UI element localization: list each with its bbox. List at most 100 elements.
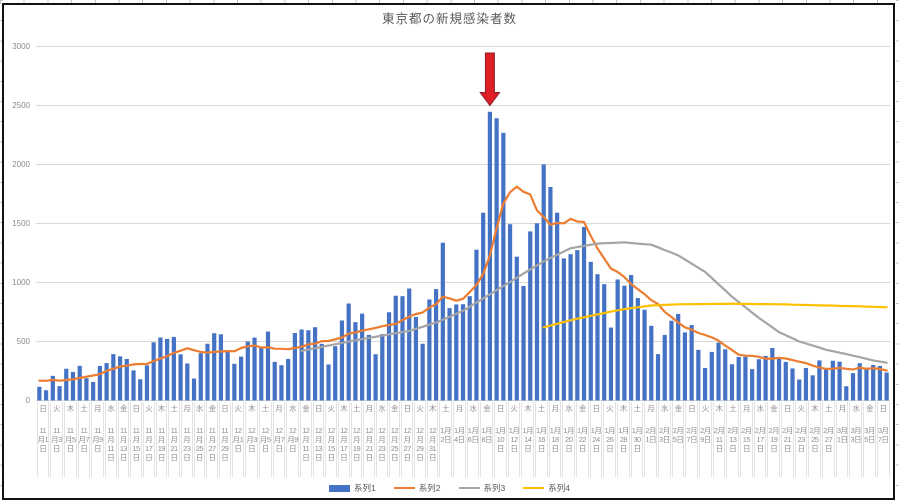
bar-series1[interactable] — [501, 132, 506, 401]
bar-series1[interactable] — [602, 284, 607, 401]
bar-series1[interactable] — [555, 212, 560, 401]
bar-series1[interactable] — [716, 342, 721, 401]
bar-series1[interactable] — [662, 334, 667, 401]
bar-series1[interactable] — [440, 242, 445, 401]
bar-series1[interactable] — [380, 334, 385, 401]
bar-series1[interactable] — [676, 313, 681, 401]
bar-series1[interactable] — [43, 390, 49, 401]
bar-series1[interactable] — [467, 296, 472, 401]
legend-item-series3[interactable]: 系列3 — [458, 482, 505, 494]
bar-series1[interactable] — [238, 356, 244, 401]
bar-series1[interactable] — [830, 360, 835, 401]
bar-series1[interactable] — [117, 356, 123, 401]
bar-series1[interactable] — [339, 320, 345, 401]
bar-series1[interactable] — [245, 341, 250, 401]
bar-series1[interactable] — [817, 360, 822, 401]
line-系列4[interactable] — [542, 302, 888, 329]
bar-series1[interactable] — [743, 356, 748, 401]
bar-series1[interactable] — [581, 226, 587, 401]
bar-series1[interactable] — [413, 316, 419, 401]
bar-series1[interactable] — [481, 212, 486, 401]
bar-series1[interactable] — [70, 371, 76, 401]
bar-series1[interactable] — [400, 296, 405, 401]
bar-series1[interactable] — [326, 364, 331, 401]
bar-series1[interactable] — [514, 256, 519, 401]
bar-series1[interactable] — [171, 336, 176, 401]
bar-series1[interactable] — [770, 347, 775, 401]
bar-series1[interactable] — [232, 363, 237, 401]
bar-series1[interactable] — [64, 368, 69, 401]
bar-series1[interactable] — [561, 258, 566, 401]
bar-series1[interactable] — [575, 250, 580, 401]
bar-series1[interactable] — [494, 118, 499, 401]
bar-series1[interactable] — [158, 337, 163, 401]
bar-series1[interactable] — [212, 333, 217, 401]
bar-series1[interactable] — [871, 364, 876, 401]
bar-series1[interactable] — [373, 354, 378, 401]
bar-series1[interactable] — [850, 373, 856, 401]
chart-area[interactable] — [2, 3, 895, 500]
bar-series1[interactable] — [588, 261, 593, 401]
bar-series1[interactable] — [541, 164, 546, 401]
bar-series1[interactable] — [534, 223, 540, 401]
bar-series1[interactable] — [729, 364, 735, 401]
bar-series1[interactable] — [689, 325, 694, 401]
bar-series1[interactable] — [528, 231, 533, 401]
bar-series1[interactable] — [91, 381, 96, 401]
bar-series1[interactable] — [655, 354, 661, 401]
bar-series1[interactable] — [299, 329, 304, 401]
bar-series1[interactable] — [521, 286, 526, 401]
bar-series1[interactable] — [57, 386, 62, 401]
bar-series1[interactable] — [864, 367, 869, 401]
bar-series1[interactable] — [783, 361, 788, 401]
bar-series1[interactable] — [346, 303, 351, 401]
line-系列2[interactable] — [38, 185, 888, 382]
bar-series1[interactable] — [810, 375, 815, 401]
bar-series1[interactable] — [622, 285, 627, 401]
bar-series1[interactable] — [803, 368, 809, 401]
bar-series1[interactable] — [218, 334, 224, 401]
bar-series1[interactable] — [97, 365, 102, 401]
bar-series1[interactable] — [151, 342, 156, 401]
bar-series1[interactable] — [37, 386, 42, 401]
bar-series1[interactable] — [252, 337, 257, 401]
bar-series1[interactable] — [407, 288, 412, 401]
bar-series1[interactable] — [595, 274, 600, 401]
bar-series1[interactable] — [750, 369, 755, 401]
bar-series1[interactable] — [144, 365, 150, 401]
chart-title[interactable]: 東京都の新規感染者数 — [381, 12, 517, 26]
bar-series1[interactable] — [844, 386, 849, 401]
bar-series1[interactable] — [353, 322, 358, 401]
bar-series1[interactable] — [642, 309, 647, 401]
bar-series1[interactable] — [696, 349, 701, 401]
bar-series1[interactable] — [279, 365, 284, 401]
bar-series1[interactable] — [790, 368, 795, 401]
bar-series1[interactable] — [669, 320, 674, 401]
bar-series1[interactable] — [286, 358, 291, 401]
bar-series1[interactable] — [629, 274, 634, 401]
bar-series1[interactable] — [763, 355, 768, 401]
bar-series1[interactable] — [124, 358, 129, 401]
bar-series1[interactable] — [312, 327, 318, 401]
bar-series1[interactable] — [225, 351, 230, 401]
bar-series1[interactable] — [366, 334, 371, 401]
bar-series1[interactable] — [427, 299, 432, 401]
bar-series1[interactable] — [615, 279, 620, 401]
red-arrow-annotation[interactable] — [479, 52, 501, 107]
bar-series1[interactable] — [474, 249, 479, 401]
bar-series1[interactable] — [507, 224, 513, 401]
bar-series1[interactable] — [77, 365, 82, 401]
bar-series1[interactable] — [682, 332, 688, 401]
bar-series1[interactable] — [434, 289, 439, 401]
legend-item-series2[interactable]: 系列2 — [393, 482, 441, 494]
bar-series1[interactable] — [360, 313, 365, 401]
bar-series1[interactable] — [635, 298, 640, 401]
bar-series1[interactable] — [306, 330, 311, 401]
bar-series1[interactable] — [837, 361, 842, 401]
bar-series1[interactable] — [205, 343, 210, 401]
bar-series1[interactable] — [736, 356, 741, 401]
bar-series1[interactable] — [702, 367, 708, 401]
bar-series1[interactable] — [333, 346, 338, 401]
bar-series1[interactable] — [460, 304, 466, 401]
bar-series1[interactable] — [649, 325, 654, 401]
